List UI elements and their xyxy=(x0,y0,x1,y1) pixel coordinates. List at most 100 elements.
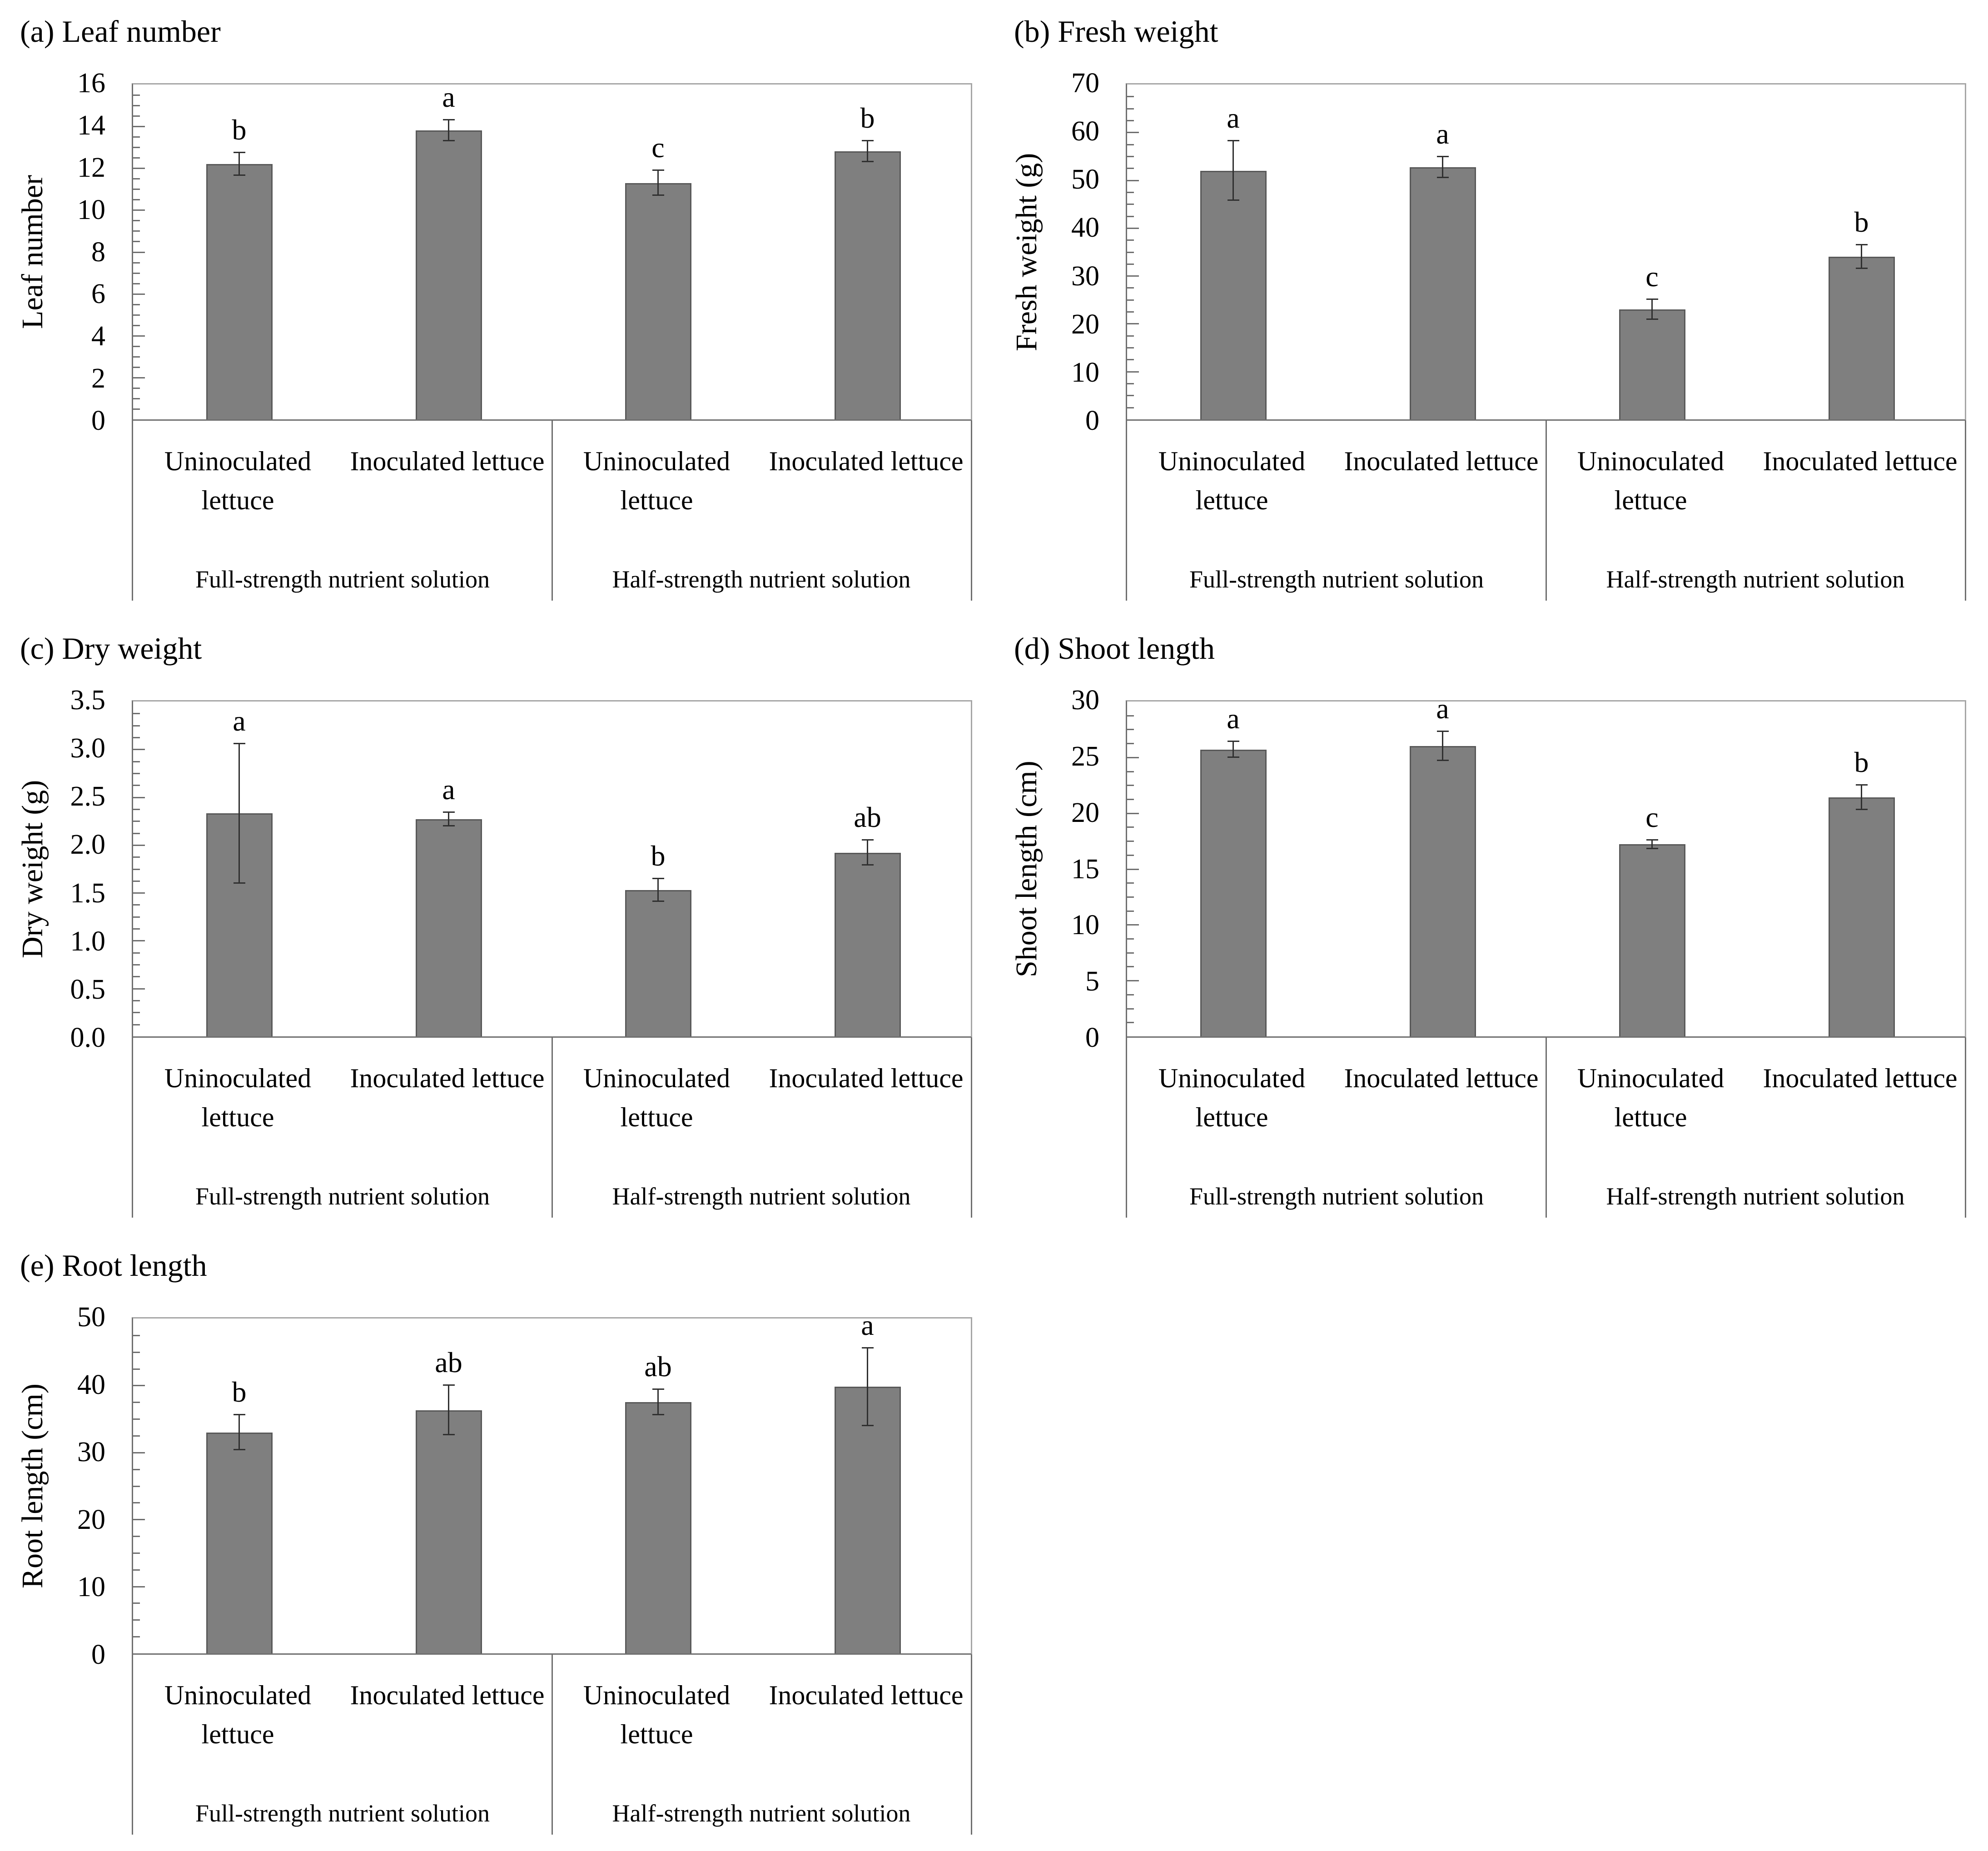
error-bar-bottom-cap xyxy=(233,882,245,884)
plot-area: a a b ab xyxy=(132,700,972,1038)
y-minor-tick-mark xyxy=(1127,263,1134,265)
error-bar xyxy=(1651,840,1653,849)
bar xyxy=(206,1432,273,1653)
bar xyxy=(1409,746,1476,1036)
y-major-tick-mark xyxy=(1127,756,1139,758)
y-tick-label: 40 xyxy=(77,1369,105,1400)
bar xyxy=(1200,749,1267,1036)
y-minor-tick-mark xyxy=(133,262,140,264)
significance-letter: b xyxy=(1854,205,1869,238)
y-minor-tick-mark xyxy=(133,952,140,954)
axis-group-separator xyxy=(1965,421,1966,601)
y-minor-tick-mark xyxy=(1127,798,1134,800)
bar xyxy=(415,130,482,419)
group-label: Full-strength nutrient solution xyxy=(195,566,490,593)
y-minor-tick-mark xyxy=(133,241,140,243)
plot-area: a a c b xyxy=(1126,83,1966,421)
y-axis-label: Root length (cm) xyxy=(16,1383,49,1588)
y-tick-label: 50 xyxy=(77,1302,105,1333)
y-minor-tick-mark xyxy=(1127,96,1134,98)
y-tick-label: 70 xyxy=(1071,68,1099,99)
y-major-tick-mark xyxy=(133,892,145,894)
error-bar-bottom-cap xyxy=(1855,268,1868,269)
y-tick-label: 8 xyxy=(91,236,105,268)
y-tick-label: 0 xyxy=(91,1639,105,1670)
y-minor-tick-mark xyxy=(133,832,140,834)
significance-letter: a xyxy=(1436,692,1449,725)
y-minor-tick-mark xyxy=(1127,191,1134,193)
y-tick-label: 12 xyxy=(77,152,105,183)
y-minor-tick-mark xyxy=(1127,287,1134,289)
y-tick-label: 16 xyxy=(77,68,105,99)
y-minor-tick-mark xyxy=(133,976,140,978)
y-minor-tick-mark xyxy=(133,821,140,822)
y-minor-tick-mark xyxy=(1127,215,1134,217)
y-tick-label: 30 xyxy=(77,1437,105,1468)
y-tick-label: 60 xyxy=(1071,116,1099,147)
y-minor-tick-mark xyxy=(1127,938,1134,940)
significance-letter: b xyxy=(232,1376,247,1408)
y-minor-tick-mark xyxy=(133,808,140,810)
y-minor-tick-mark xyxy=(133,1636,140,1638)
y-minor-tick-mark xyxy=(1127,896,1134,898)
category-label: Uninoculated lettuce xyxy=(1577,1063,1725,1132)
error-bar-bottom-cap xyxy=(442,1434,455,1436)
y-minor-tick-mark xyxy=(1127,108,1134,109)
y-major-tick-mark xyxy=(1127,179,1139,181)
y-tick-label: 20 xyxy=(77,1504,105,1535)
y-tick-label: 10 xyxy=(1071,357,1099,388)
error-bar-bottom-cap xyxy=(1436,760,1449,761)
significance-letter: a xyxy=(1436,117,1449,150)
y-minor-tick-mark xyxy=(133,345,140,347)
significance-letter: c xyxy=(1645,260,1659,293)
significance-letter: b xyxy=(651,839,666,872)
y-minor-tick-mark xyxy=(1127,771,1134,772)
bar xyxy=(206,164,273,419)
significance-letter: c xyxy=(1645,801,1659,833)
axis-group-separator xyxy=(1965,1038,1966,1218)
error-bar-top-cap xyxy=(1855,784,1868,786)
significance-letter: ab xyxy=(854,801,881,834)
error-bar xyxy=(1442,731,1443,761)
error-bar-bottom-cap xyxy=(233,174,245,176)
error-bar-bottom-cap xyxy=(652,194,664,196)
y-major-tick-mark xyxy=(133,749,145,751)
error-bar-bottom-cap xyxy=(1855,809,1868,811)
y-major-tick-mark xyxy=(133,168,145,169)
category-label: Uninoculated lettuce xyxy=(583,1680,731,1749)
y-tick-label: 20 xyxy=(1071,797,1099,828)
y-minor-tick-mark xyxy=(133,1435,140,1437)
y-tick-label: 0 xyxy=(1085,1022,1099,1053)
y-major-tick-mark xyxy=(133,126,145,128)
category-label: Uninoculated lettuce xyxy=(583,446,731,515)
error-bar-top-cap xyxy=(1436,731,1449,732)
error-bar-top-cap xyxy=(442,119,455,121)
bar xyxy=(625,890,691,1036)
y-minor-tick-mark xyxy=(133,785,140,786)
significance-letter: a xyxy=(1227,702,1240,735)
y-major-tick-mark xyxy=(133,1586,145,1587)
category-label: Inoculated lettuce xyxy=(769,1680,964,1710)
y-minor-tick-mark xyxy=(133,199,140,201)
y-minor-tick-mark xyxy=(133,398,140,399)
error-bar xyxy=(448,812,449,826)
bar xyxy=(415,819,482,1036)
y-tick-label: 0 xyxy=(91,405,105,436)
category-label: Inoculated lettuce xyxy=(1344,446,1539,476)
plot-area: b ab ab a xyxy=(132,1310,972,1655)
group-label: Full-strength nutrient solution xyxy=(1189,1183,1484,1210)
error-bar-top-cap xyxy=(442,1384,455,1386)
error-bar-top-cap xyxy=(1646,298,1658,300)
significance-letter: b xyxy=(232,113,247,146)
bar xyxy=(1200,170,1267,419)
y-minor-tick-mark xyxy=(133,1368,140,1370)
significance-letter: b xyxy=(1854,746,1869,779)
error-bar xyxy=(1651,299,1653,319)
y-tick-label: 14 xyxy=(77,109,105,141)
axis-group-separator xyxy=(551,1655,553,1835)
error-bar-bottom-cap xyxy=(442,140,455,142)
category-label: Uninoculated lettuce xyxy=(1577,446,1725,515)
chart-title: (d) Shoot length xyxy=(1014,631,1215,666)
error-bar-top-cap xyxy=(861,140,874,142)
